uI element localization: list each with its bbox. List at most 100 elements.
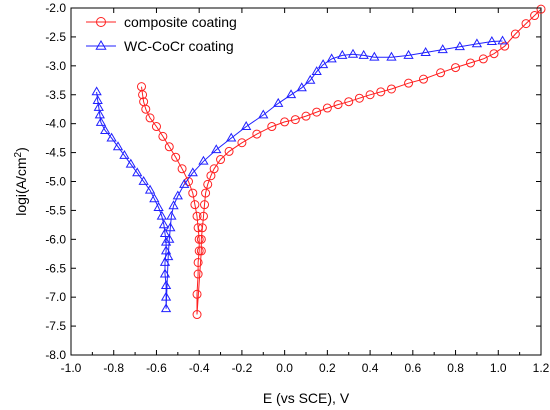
data-point-wc-cocr — [179, 178, 190, 188]
data-point-composite — [489, 49, 499, 59]
legend-label-composite: composite coating — [124, 14, 237, 30]
data-point-composite — [376, 87, 386, 97]
data-point-wc-cocr — [159, 256, 171, 266]
data-point-wc-cocr — [91, 86, 102, 96]
y-tick-label: -5.0 — [45, 175, 66, 189]
data-point-wc-cocr — [226, 132, 237, 142]
data-point-composite — [301, 111, 311, 121]
data-point-composite — [267, 122, 277, 132]
data-point-composite — [188, 188, 198, 198]
data-point-composite — [145, 113, 155, 123]
data-point-composite — [196, 246, 206, 256]
data-point-composite — [322, 103, 332, 113]
data-point-wc-cocr — [138, 175, 149, 185]
x-tick-label: -0.6 — [146, 361, 167, 375]
legend-label-wc-cocr: WC-CoCr coating — [124, 38, 234, 54]
data-point-composite — [312, 107, 322, 117]
y-tick-label: -2.0 — [45, 1, 66, 15]
x-tick-label: -0.8 — [103, 361, 124, 375]
x-tick-label: 0.0 — [276, 361, 293, 375]
x-tick-label: -1.0 — [61, 361, 82, 375]
data-point-wc-cocr — [119, 149, 130, 159]
x-tick-label: 0.8 — [447, 361, 464, 375]
data-point-composite — [192, 310, 202, 320]
data-point-wc-cocr — [149, 193, 160, 203]
data-point-composite — [224, 146, 234, 156]
data-point-composite — [521, 19, 531, 29]
data-point-wc-cocr — [486, 36, 498, 45]
data-point-wc-cocr — [159, 268, 171, 278]
data-point-wc-cocr — [158, 219, 170, 229]
data-point-composite — [510, 29, 520, 39]
x-tick-label: 1.2 — [533, 361, 550, 375]
data-point-composite — [184, 177, 193, 186]
data-point-composite — [280, 117, 290, 127]
y-tick-label: -3.5 — [45, 88, 66, 102]
data-point-composite — [138, 90, 148, 100]
data-point-composite — [193, 269, 203, 279]
data-point-composite — [201, 188, 211, 198]
y-axis-title-close: ) — [13, 147, 29, 152]
data-point-wc-cocr — [386, 51, 397, 61]
data-point-wc-cocr — [358, 49, 369, 59]
data-point-wc-cocr — [347, 48, 359, 58]
data-point-composite — [451, 63, 461, 73]
data-point-composite — [216, 155, 226, 165]
data-point-wc-cocr — [305, 74, 316, 84]
y-tick-label: -6.0 — [45, 232, 66, 246]
data-point-wc-cocr — [132, 167, 143, 177]
data-point-composite — [190, 200, 200, 210]
y-tick-label: -5.5 — [45, 203, 66, 217]
data-point-composite — [419, 74, 428, 84]
data-point-composite — [237, 138, 247, 148]
data-point-wc-cocr — [160, 280, 172, 290]
data-point-composite — [158, 131, 168, 141]
data-point-wc-cocr — [273, 97, 284, 107]
y-tick-label: -8.0 — [45, 348, 66, 362]
data-point-wc-cocr — [112, 141, 124, 151]
data-point-composite — [192, 289, 202, 299]
data-point-wc-cocr — [163, 251, 174, 261]
data-point-wc-cocr — [198, 155, 209, 165]
data-point-composite — [209, 164, 219, 174]
x-axis-title: E (vs SCE), V — [263, 390, 350, 406]
data-point-wc-cocr — [165, 222, 176, 232]
data-point-composite — [164, 142, 174, 152]
data-point-wc-cocr — [317, 59, 329, 69]
data-point-wc-cocr — [403, 49, 414, 59]
data-point-composite — [478, 54, 488, 64]
series-composite — [137, 4, 546, 320]
data-point-wc-cocr — [471, 38, 483, 48]
data-point-composite — [177, 164, 187, 174]
data-point-composite — [151, 122, 161, 132]
legend-item-wc-cocr: WC-CoCr coating — [86, 38, 234, 54]
x-tick-label: -0.2 — [232, 361, 253, 375]
data-point-wc-cocr — [454, 41, 465, 51]
data-point-wc-cocr — [94, 109, 105, 119]
data-point-wc-cocr — [160, 291, 172, 301]
x-tick-label: 0.2 — [319, 361, 336, 375]
series-wc-cocr — [91, 35, 508, 313]
data-point-wc-cocr — [106, 132, 117, 142]
data-point-wc-cocr — [160, 303, 172, 313]
x-axis: -1.0 -0.8 -0.6 -0.4 -0.2 0.0 0.2 0.4 0.6 0.8 1.0 1.… — [61, 8, 550, 375]
data-point-wc-cocr — [95, 117, 107, 126]
data-point-wc-cocr — [144, 184, 156, 194]
data-point-wc-cocr — [497, 35, 508, 45]
data-point-composite — [197, 223, 207, 233]
data-point-wc-cocr — [420, 47, 431, 56]
data-point-composite — [141, 104, 151, 114]
data-point-composite — [203, 179, 213, 189]
data-point-composite — [536, 4, 546, 14]
series-line-wc-cocr — [96, 40, 503, 309]
data-point-wc-cocr — [241, 121, 252, 130]
data-point-composite — [500, 41, 510, 51]
data-point-wc-cocr — [156, 210, 167, 220]
data-point-composite — [193, 223, 203, 233]
data-point-wc-cocr — [164, 233, 175, 243]
y-tick-label: -3.0 — [45, 59, 66, 73]
data-point-wc-cocr — [100, 125, 111, 135]
data-point-composite — [354, 93, 364, 103]
